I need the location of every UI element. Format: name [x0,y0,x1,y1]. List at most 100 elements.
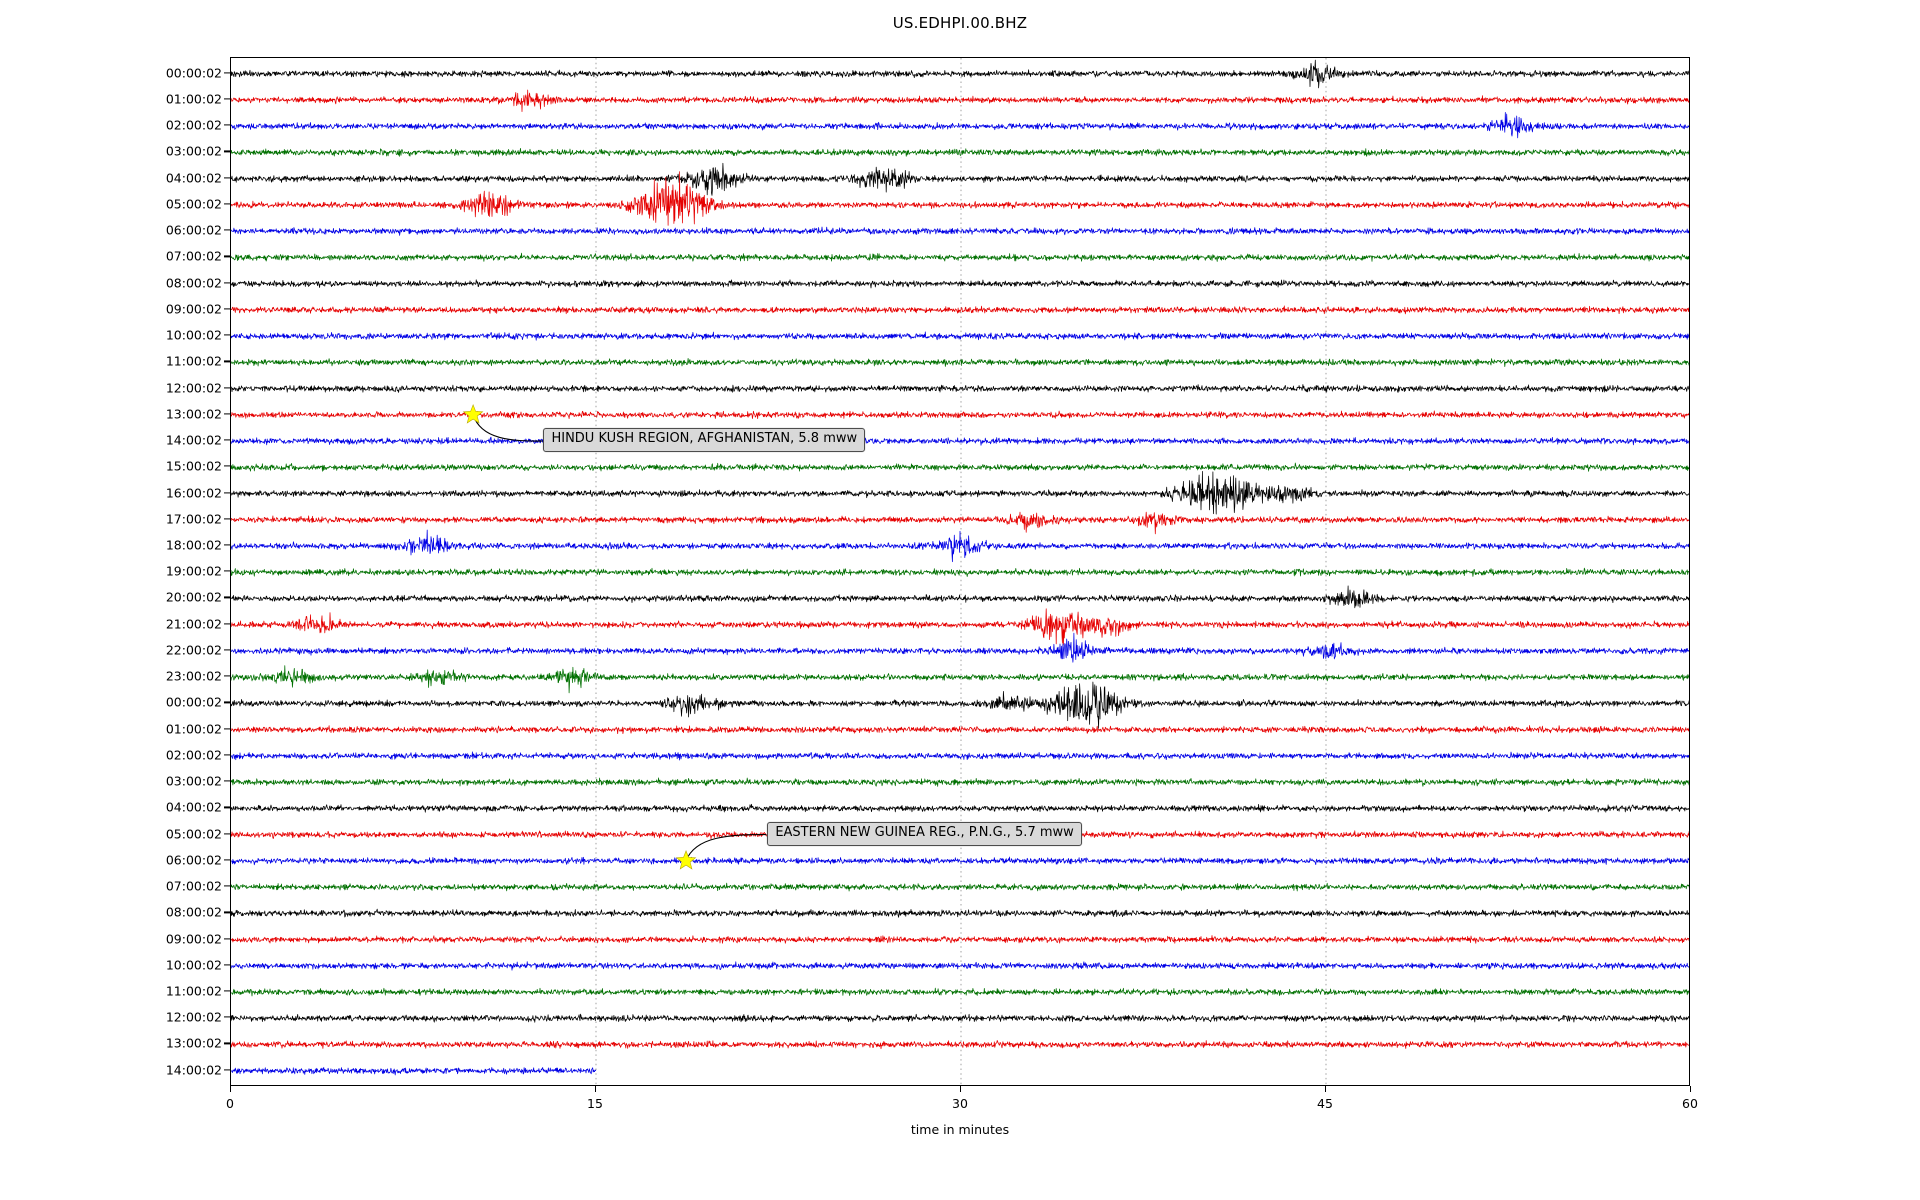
x-axis-tick-mark [1690,1086,1692,1092]
y-axis-tick-label: 16:00:02 [165,485,222,501]
y-axis-tick-label: 08:00:02 [165,904,222,920]
seismic-trace [231,632,1689,663]
seismic-trace [231,147,1689,157]
y-axis-tick-mark [224,544,230,546]
y-axis-tick-label: 05:00:02 [165,196,222,212]
y-axis-tick-mark [224,72,230,74]
y-axis-tick-mark [224,413,230,415]
annotation-label: HINDU KUSH REGION, AFGHANISTAN, 5.8 mww [543,428,866,453]
y-axis-tick-mark [224,98,230,100]
y-axis-tick-label: 06:00:02 [165,852,222,868]
y-axis-tick-mark [224,754,230,756]
x-axis-tick-label: 60 [1682,1096,1698,1111]
y-axis-tick-mark [224,990,230,992]
x-axis-tick-mark [595,1086,597,1092]
seismic-trace [231,305,1689,315]
y-axis-tick-label: 21:00:02 [165,616,222,632]
y-axis-tick-label: 02:00:02 [165,747,222,763]
y-axis-tick-mark [224,675,230,677]
y-axis-tick-label: 15:00:02 [165,458,222,474]
y-axis-tick-mark [224,937,230,940]
y-axis-tick-label: 12:00:02 [165,1009,222,1025]
y-axis-tick-mark [224,177,230,179]
seismic-trace [231,1067,597,1076]
y-axis-tick-mark [224,780,230,782]
seismic-trace [231,856,1689,866]
y-axis-tick-label: 01:00:02 [165,91,222,107]
earthquake-star-marker[interactable] [462,403,484,424]
y-axis-tick-mark [224,360,230,362]
y-axis-tick-label: 00:00:02 [165,65,222,81]
seismic-trace [231,171,1689,226]
seismic-trace [231,384,1689,393]
y-axis-tick-mark [224,491,230,494]
y-axis-tick-label: 04:00:02 [165,170,222,186]
seismic-trace [231,567,1689,577]
y-axis-tick-label: 12:00:02 [165,380,222,396]
earthquake-star-marker[interactable] [675,850,697,870]
y-axis-tick-mark [224,282,230,284]
y-axis-tick-label: 14:00:02 [165,1062,222,1078]
seismic-trace [231,511,1689,535]
y-axis-tick-label: 10:00:02 [165,327,222,343]
y-axis-tick-mark [224,964,230,966]
x-axis-tick-label: 15 [587,1096,603,1111]
seismic-trace [231,252,1689,262]
y-axis-tick-label: 02:00:02 [165,117,222,133]
x-axis-tick-mark [960,1086,962,1092]
y-axis-tick-mark [224,124,230,126]
y-axis-tick-label: 13:00:02 [165,1035,222,1051]
y-axis-tick-label: 14:00:02 [165,432,222,448]
y-axis-tick-label: 01:00:02 [165,721,222,737]
y-axis-tick-mark [224,386,230,389]
y-axis-tick-mark [224,1016,230,1018]
seismic-trace [231,803,1689,813]
annotation-leader-line [685,834,767,862]
seismic-trace [231,59,1689,89]
y-axis-tick-label: 20:00:02 [165,589,222,605]
y-axis-tick-label: 05:00:02 [165,826,222,842]
y-axis-tick-label: 09:00:02 [165,301,222,317]
y-axis-tick-label: 11:00:02 [165,353,222,369]
y-axis-tick-mark [224,623,230,625]
y-axis-tick-mark [224,649,230,651]
y-axis-tick-label: 00:00:02 [165,694,222,710]
y-axis-tick-mark [224,229,230,231]
y-axis-tick-label: 09:00:02 [165,931,222,947]
seismic-trace [231,436,1689,446]
seismic-trace [231,162,1689,196]
seismic-trace [231,665,1689,694]
y-axis-tick-label: 03:00:02 [165,143,222,159]
y-axis-tick-label: 11:00:02 [165,983,222,999]
y-axis-tick-mark [224,1069,230,1071]
seismic-trace [231,1040,1689,1050]
y-axis-tick-label: 13:00:02 [165,406,222,422]
x-axis-tick-label: 45 [1317,1096,1333,1111]
y-axis-tick-mark [224,728,230,730]
y-axis-tick-label: 18:00:02 [165,537,222,553]
seismic-trace [231,681,1689,729]
seismic-trace [231,471,1689,515]
seismic-trace [231,112,1689,139]
y-axis-tick-label: 22:00:02 [165,642,222,658]
annotation-layer [462,403,767,870]
y-axis-tick-mark [224,1042,230,1045]
page-title: US.EDHPI.00.BHZ [892,14,1028,32]
seismic-trace [231,585,1689,609]
y-axis-tick-mark [224,203,230,205]
y-axis-tick-label: 10:00:02 [165,957,222,973]
annotation-label: EASTERN NEW GUINEA REG., P.N.G., 5.7 mww [767,821,1082,846]
x-axis-tick-label: 0 [226,1096,234,1111]
y-axis-tick-label: 19:00:02 [165,563,222,579]
y-axis-tick-mark [224,255,230,257]
y-axis-tick-label: 04:00:02 [165,799,222,815]
y-axis-tick-mark [224,885,230,887]
y-axis-tick-mark [224,518,230,520]
y-axis-tick-mark [224,439,230,441]
y-axis-tick-label: 07:00:02 [165,248,222,264]
y-axis-tick-label: 17:00:02 [165,511,222,527]
y-axis-tick-label: 03:00:02 [165,773,222,789]
seismic-trace [231,908,1689,918]
plot-area[interactable] [230,57,1690,1086]
